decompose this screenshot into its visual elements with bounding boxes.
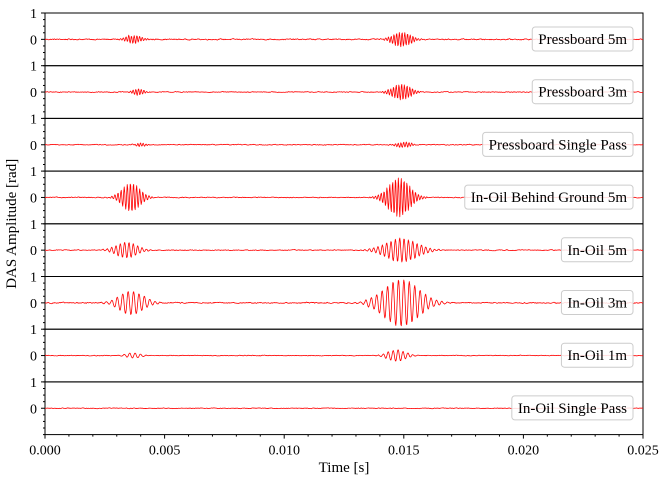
legend-box (560, 342, 634, 368)
y-tick-label: 1 (30, 271, 37, 286)
subplot-3: 0 1 Pressboard Single Pass (30, 112, 644, 172)
y-tick-label: 0 (30, 86, 37, 101)
x-tick-label: 0.020 (508, 444, 540, 459)
x-tick-label: 0.010 (268, 444, 300, 459)
legend: In-Oil 5m (560, 237, 634, 263)
y-tick-label: 0 (30, 244, 37, 259)
series-line (44, 279, 644, 327)
legend-box (464, 184, 634, 210)
y-tick-label: 1 (30, 60, 37, 75)
legend-label: Pressboard Single Pass (489, 137, 627, 153)
series-line (44, 237, 644, 263)
legend-box (560, 290, 634, 315)
x-tick-label: 0.025 (627, 444, 659, 459)
subplot-1: 0 1 Pressboard 5m (30, 7, 644, 67)
y-tick-label: 0 (30, 402, 37, 417)
x-tick-label: 0.015 (388, 444, 420, 459)
y-tick-label: 1 (30, 218, 37, 233)
legend-label: Pressboard 5m (538, 32, 627, 48)
legend: Pressboard 5m (531, 26, 634, 52)
subplot-7: 0 1 In-Oil 1m (30, 323, 644, 383)
y-tick-label: 0 (30, 191, 37, 206)
subplot-panels: 0 1 Pressboard 5m 0 1 Pressboard 3m 0 1 Pressboa… (30, 7, 644, 436)
legend-box (531, 26, 634, 52)
y-tick-label: 1 (30, 323, 37, 338)
x-tick-label: 0.000 (29, 444, 61, 459)
legend: Pressboard Single Pass (482, 131, 634, 157)
y-tick-label: 0 (30, 297, 37, 312)
legend: Pressboard 3m (531, 79, 634, 105)
y-tick-label: 1 (30, 112, 37, 127)
x-axis-title: Time [s] (319, 460, 370, 476)
legend-label: In-Oil Single Pass (518, 401, 627, 417)
subplot-4: 0 1 In-Oil Behind Ground 5m (30, 165, 644, 225)
y-tick-label: 1 (30, 376, 37, 391)
subplot-2: 0 1 Pressboard 3m (30, 60, 644, 119)
legend: In-Oil 3m (560, 290, 634, 315)
legend-label: In-Oil 3m (567, 296, 627, 312)
legend-label: In-Oil 5m (567, 243, 627, 259)
x-tick-label: 0.005 (149, 444, 181, 459)
y-tick-label: 0 (30, 139, 37, 154)
legend-box (482, 131, 634, 157)
y-tick-label: 0 (30, 33, 37, 48)
x-axis: 0.000 0.005 0.010 0.015 0.020 0.025 (29, 434, 659, 459)
subplot-8: 0 1 In-Oil Single Pass (30, 376, 644, 436)
legend: In-Oil Behind Ground 5m (464, 184, 634, 210)
subplot-6: 0 1 In-Oil 3m (30, 271, 644, 330)
legend: In-Oil 1m (560, 342, 634, 368)
subplot-5: 0 1 In-Oil 5m (30, 218, 644, 278)
y-tick-label: 1 (30, 165, 37, 180)
legend-box (531, 79, 634, 105)
legend-box (511, 395, 634, 421)
y-tick-label: 0 (30, 350, 37, 365)
legend-label: Pressboard 3m (538, 85, 627, 101)
y-tick-label: 1 (30, 7, 37, 22)
y-axis-title: DAS Amplitude [rad] (4, 159, 20, 289)
legend-label: In-Oil Behind Ground 5m (471, 190, 628, 206)
legend: In-Oil Single Pass (511, 395, 634, 421)
series-line (44, 349, 644, 362)
legend-box (560, 237, 634, 263)
legend-label: In-Oil 1m (567, 348, 627, 364)
